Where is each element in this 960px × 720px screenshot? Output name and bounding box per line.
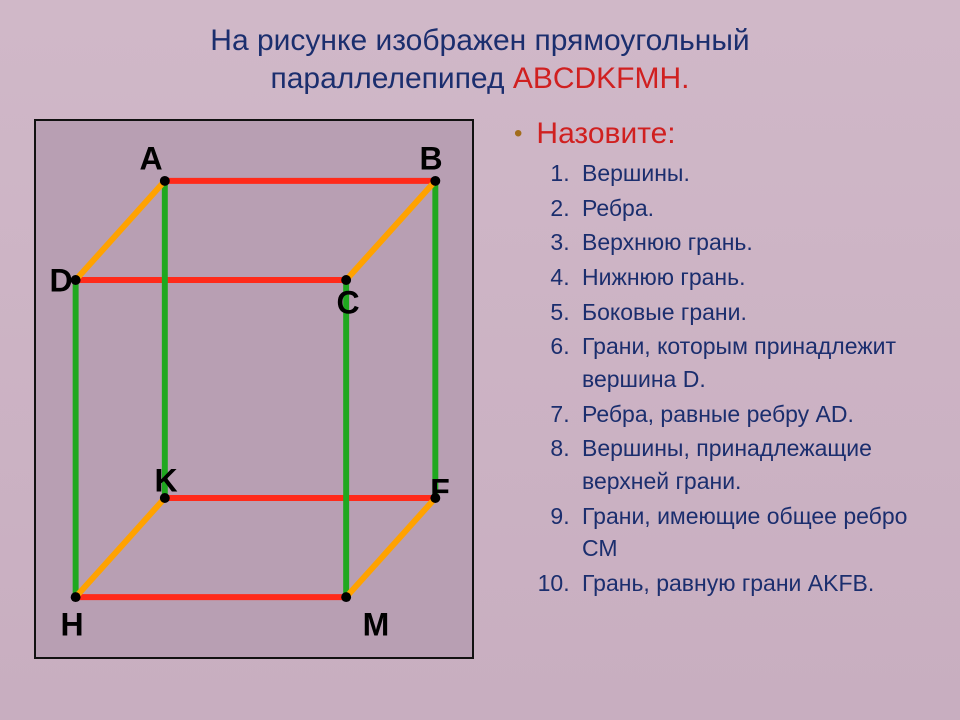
list-item: Вершины, принадлежащие верхней грани. — [576, 432, 942, 497]
title-line1: На рисунке изображен прямоугольный — [210, 24, 749, 57]
vertex-label-F: F — [430, 473, 450, 510]
vertex-C — [341, 275, 351, 285]
edge-BC — [346, 181, 435, 280]
cuboid-svg — [36, 121, 472, 657]
vertex-label-H: H — [60, 607, 83, 644]
vertex-label-D: D — [49, 263, 72, 300]
title-line2a: параллелепипед — [271, 62, 513, 95]
title-line2b: ABCDKFMH. — [513, 62, 690, 95]
vertex-label-M: M — [363, 607, 390, 644]
vertex-M — [341, 592, 351, 602]
call-label: Назовите: — [536, 117, 675, 150]
list-item: Нижнюю грань. — [576, 261, 942, 294]
list-item: Боковые грани. — [576, 296, 942, 329]
bullet-icon: • — [514, 120, 522, 147]
main-row: A B D C K F H M • Назовите: Вершины.Ребра.Верхню… — [0, 111, 960, 671]
edge-AD — [76, 181, 165, 280]
figure-panel: A B D C K F H M — [34, 119, 474, 659]
vertex-label-K: K — [154, 463, 177, 500]
page-title: На рисунке изображен прямоугольный парал… — [0, 0, 960, 97]
list-item: Вершины. — [576, 157, 942, 190]
vertex-label-B: B — [419, 141, 442, 178]
right-panel: • Назовите: Вершины.Ребра.Верхнюю грань.Н… — [474, 111, 960, 671]
call-line: • Назовите: — [514, 117, 942, 151]
vertex-H — [71, 592, 81, 602]
items-list: Вершины.Ребра.Верхнюю грань.Нижнюю грань… — [514, 157, 942, 600]
list-item: Грани, имеющие общее ребро СМ — [576, 500, 942, 565]
edge-FM — [346, 498, 435, 597]
list-item: Ребра. — [576, 192, 942, 225]
vertex-label-A: A — [139, 141, 162, 178]
list-item: Грани, которым принадлежит вершина D. — [576, 330, 942, 395]
list-item: Верхнюю грань. — [576, 226, 942, 259]
edge-KH — [76, 498, 165, 597]
list-item: Грань, равную грани AKFB. — [576, 567, 942, 600]
vertex-label-C: C — [336, 285, 359, 322]
list-item: Ребра, равные ребру AD. — [576, 398, 942, 431]
